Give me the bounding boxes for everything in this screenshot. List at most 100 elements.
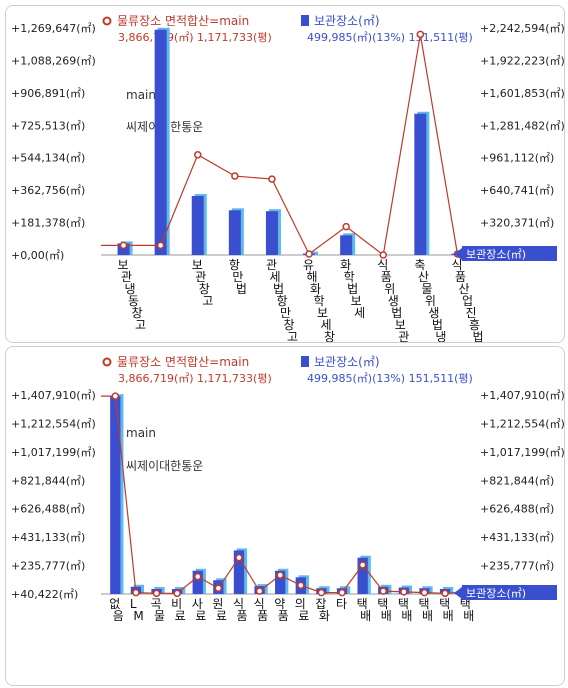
category-label: M [133,609,143,623]
line-point [420,588,429,597]
bar [357,557,368,594]
line-point [441,589,449,598]
category-label: 고 [202,294,213,308]
line-point [342,222,350,231]
bar [265,211,278,255]
line-point [132,588,140,597]
category-label: 택 [439,597,450,611]
category-label: 잡 [315,597,326,611]
line-point [379,251,387,259]
bar [228,210,241,255]
line-point [338,588,346,597]
category-label: 관 [121,270,132,284]
category-label: 흥 [469,318,480,332]
category-label: 항 [276,294,287,308]
bar [414,113,427,256]
marker-label-text: 보관장소(㎡) [466,248,526,261]
category-label: 화 [310,282,321,296]
category-label: 축 [414,258,425,272]
category-label: 법 [347,282,358,296]
line-point [379,587,387,595]
category-label: 배 [463,609,474,623]
category-label: 세 [354,306,365,320]
line-point [317,588,326,597]
category-label: 보 [351,294,362,308]
category-label: 보 [118,258,129,272]
legend-bar-swatch [301,15,309,26]
category-label: 품 [236,609,247,623]
right-tick-label: +431,133(㎡) [480,531,554,544]
bar [110,396,121,594]
category-label: 식 [254,597,265,611]
left-tick-label: +906,891(㎡) [11,87,85,100]
category-label: 창 [324,330,335,342]
legend-line-sub: 3,866,719(㎡) 1,171,733(평) [118,31,272,44]
category-label: 법 [432,318,443,332]
left-tick-label: +362,756(㎡) [11,184,85,197]
category-label: 관 [266,258,277,272]
category-label: 식 [451,258,462,272]
line-point [194,572,202,581]
left-tick-label: +1,088,269(㎡) [11,54,96,67]
category-label: 물 [421,282,432,296]
category-label: 세 [269,270,280,284]
category-label: 고 [135,318,146,332]
right-tick-label: +1,281,482(㎡) [480,119,564,132]
bar [340,235,353,255]
category-label: 진 [465,306,476,320]
bar [191,195,204,255]
category-label: 비 [171,597,182,611]
category-label: 택 [377,597,388,611]
category-label: 료 [298,609,309,623]
category-label: 냉 [125,282,136,296]
right-tick-label: +626,488(㎡) [480,503,554,516]
left-tick-label: +1,407,910(㎡) [11,389,96,402]
line-point [119,241,128,250]
left-tick-label: +40,422(㎡) [11,588,78,601]
category-label: 만 [280,306,291,320]
category-label: 동 [128,294,139,308]
left-tick-label: +235,777(㎡) [11,560,85,573]
category-label: 보 [317,306,328,320]
category-label: 료 [195,609,206,623]
category-label: 생 [428,306,439,320]
line-point [111,392,120,400]
left-tick-label: +1,269,647(㎡) [11,22,96,35]
category-label: 화 [319,609,330,623]
category-label: 원 [212,597,223,611]
category-label: 법 [391,306,402,320]
category-label: 료 [175,609,186,623]
category-label: 업 [462,294,473,308]
right-tick-label: +961,112(㎡) [480,152,554,165]
marker-label-bg [462,246,557,261]
category-label: 고 [287,330,298,342]
annotation-main: main [126,88,156,102]
bar [275,570,286,594]
line-point [194,151,202,159]
category-label: 산 [418,270,429,284]
category-label: 약 [274,596,285,611]
legend-bar-swatch [301,356,309,367]
marker-label-text: 보관장소(㎡) [466,587,526,600]
line-point [156,241,165,250]
left-tick-label: +544,134(㎡) [11,152,85,165]
right-tick-label: +1,017,199(㎡) [480,446,564,459]
category-label: 화 [340,258,351,272]
legend-line-label: 물류장소 면적합산=main [117,355,249,369]
category-label: 보 [395,318,406,332]
left-tick-label: +821,844(㎡) [11,474,85,487]
line-point [235,553,243,562]
right-tick-label: +235,777(㎡) [480,560,554,573]
marker-label-bg [462,585,557,600]
category-label: 세 [321,318,332,332]
category-label: 곡 [151,597,162,611]
category-label: 항 [229,258,240,272]
chart-2-svg: 물류장소 면적합산=main 3,866,719(㎡) 1,171,733(평) 보… [11,355,564,623]
legend-bar-sub: 499,985(㎡)(13%) 151,511(평) [307,31,473,44]
legend-line-marker [102,16,112,26]
category-label: 품 [381,270,392,284]
category-label: 생 [388,294,399,308]
legend-line-sub: 3,866,719(㎡) 1,171,733(평) [118,372,272,385]
category-label: 보 [192,258,203,272]
category-label: 학 [344,270,355,284]
